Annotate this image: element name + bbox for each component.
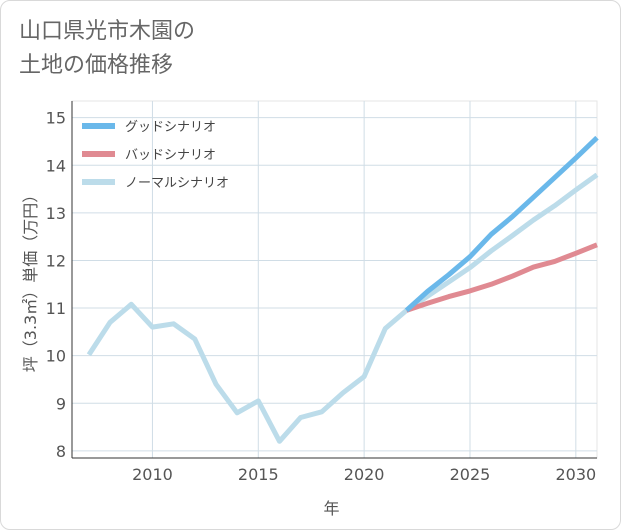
y-tick-label: 11	[46, 299, 66, 318]
y-axis-title: 坪（3.3㎡）単価（万円）	[21, 187, 40, 372]
y-tick-label: 10	[46, 347, 66, 366]
legend-label-2: ノーマルシナリオ	[125, 176, 229, 191]
legend-label-1: バッドシナリオ	[125, 148, 216, 163]
chart-title-line-1: 山口県光市木園の	[19, 19, 196, 44]
series-line-0	[404, 135, 599, 313]
axes	[71, 101, 597, 459]
x-tick-label: 2010	[132, 465, 173, 484]
x-axis-title: 年	[323, 499, 339, 518]
series-line-1	[405, 242, 598, 313]
axis-labels: 2010 2015 2020 2025 2030 8 9 10 11 12 13 14 15 年 坪（3.3…	[21, 109, 596, 518]
y-tick-label: 12	[46, 251, 66, 270]
y-tick-label: 15	[46, 109, 66, 128]
x-tick-label: 2030	[555, 465, 596, 484]
chart-title: 山口県光市木園の 土地の価格推移	[19, 15, 195, 83]
x-tick-label: 2025	[450, 465, 491, 484]
x-tick-label: 2020	[344, 465, 385, 484]
y-tick-label: 8	[56, 442, 66, 461]
y-tick-label: 9	[56, 394, 66, 413]
legend-label-0: グッドシナリオ	[125, 120, 216, 135]
y-tick-label: 14	[46, 156, 66, 175]
y-tick-label: 13	[46, 204, 66, 223]
series-lines	[86, 135, 599, 444]
chart-title-line-2: 土地の価格推移	[19, 53, 174, 78]
x-tick-label: 2015	[238, 465, 279, 484]
series-line-2	[86, 172, 599, 444]
